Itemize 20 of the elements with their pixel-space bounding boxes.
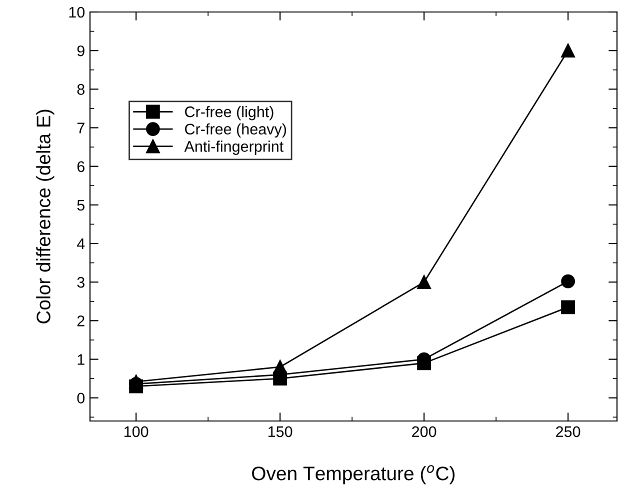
y-axis-title: Color difference (delta E): [36, 110, 54, 324]
legend-label: Cr-free (heavy): [185, 123, 286, 138]
y-tick-label: 3: [77, 276, 84, 288]
y-tick-label: 8: [77, 84, 84, 95]
y-tick-label: 1: [78, 354, 84, 365]
legend-label: Cr-free (light): [185, 106, 274, 120]
y-tick-label: 10: [69, 6, 85, 18]
x-tick-label: 200: [412, 426, 436, 438]
legend-label: Anti-fingerprint: [184, 140, 284, 155]
y-tick-label: 9: [77, 45, 84, 56]
y-tick-label: 2: [77, 316, 84, 326]
x-tick-label: 250: [556, 426, 580, 438]
x-tick-label: 100: [124, 426, 148, 438]
y-tick-label: 5: [77, 200, 84, 211]
y-tick-label: 4: [76, 238, 85, 250]
y-tick-label: 6: [77, 161, 84, 172]
y-tick-label: 0: [77, 392, 85, 404]
y-tick-label: 7: [77, 122, 84, 134]
x-tick-label: 150: [268, 426, 292, 438]
x-axis-title: Oven Temperature ($^{o}$C): [252, 465, 455, 484]
